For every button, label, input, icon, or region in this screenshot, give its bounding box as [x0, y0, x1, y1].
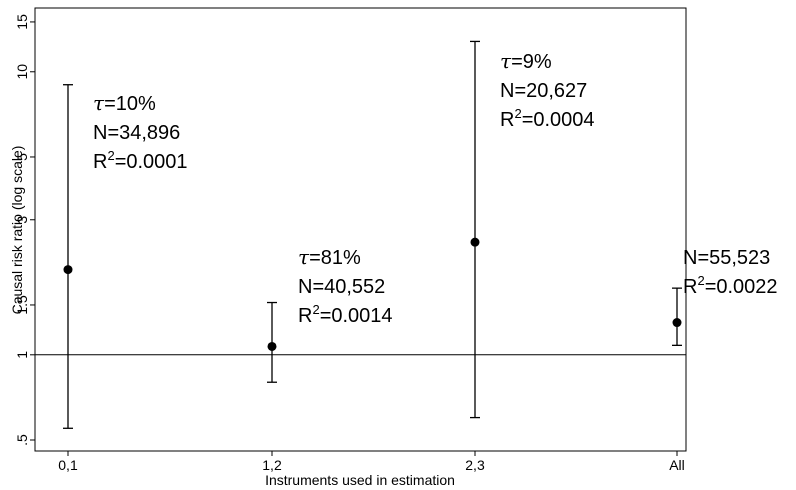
annotations: τ=10% N=34,896 R2=0.0001 τ=81% N=40,552 R2=0.… [93, 49, 778, 327]
annotation-line: τ=10% [93, 91, 156, 115]
x-tick-label: All [669, 457, 685, 473]
annotation-line: N=20,627 [500, 80, 587, 102]
point-estimate [63, 265, 73, 275]
annotation-line: N=34,896 [93, 122, 180, 144]
x-axis-title: Instruments used in estimation [265, 472, 455, 488]
y-tick-label: 15 [14, 14, 30, 30]
y-axis-title: Causal risk ratio (log scale) [9, 146, 25, 315]
y-tick-label: 5 [14, 153, 30, 161]
annotation-line: R2=0.0004 [500, 106, 595, 131]
annotation-line: τ=9% [500, 49, 552, 73]
point-estimate [267, 341, 277, 351]
annotation-line: R2=0.0022 [683, 273, 778, 298]
y-tick-label: 1 [14, 351, 30, 359]
y-tick-label: 10 [14, 64, 30, 80]
x-tick-label: 0,1 [58, 457, 78, 473]
plot-frame [34, 7, 687, 452]
y-tick-label: .5 [14, 434, 30, 446]
x-tick-label: 2,3 [465, 457, 485, 473]
y-tick-label: 3 [14, 216, 30, 224]
y-axis: .5 1 1.5 3 5 10 15 [14, 14, 35, 446]
estimates-series [63, 40, 682, 429]
annotation-line: τ=81% [298, 245, 361, 269]
annotation-line: R2=0.0001 [93, 148, 188, 173]
y-tick-label: 1.5 [14, 295, 30, 315]
x-tick-label: 1,2 [262, 457, 282, 473]
annotation-line: N=55,523 [683, 247, 770, 269]
annotation-line: N=40,552 [298, 276, 385, 298]
x-axis: 0,1 1,2 2,3 All [58, 451, 685, 473]
point-estimate [470, 237, 480, 247]
point-estimate [672, 318, 682, 328]
annotation-line: R2=0.0014 [298, 302, 393, 327]
